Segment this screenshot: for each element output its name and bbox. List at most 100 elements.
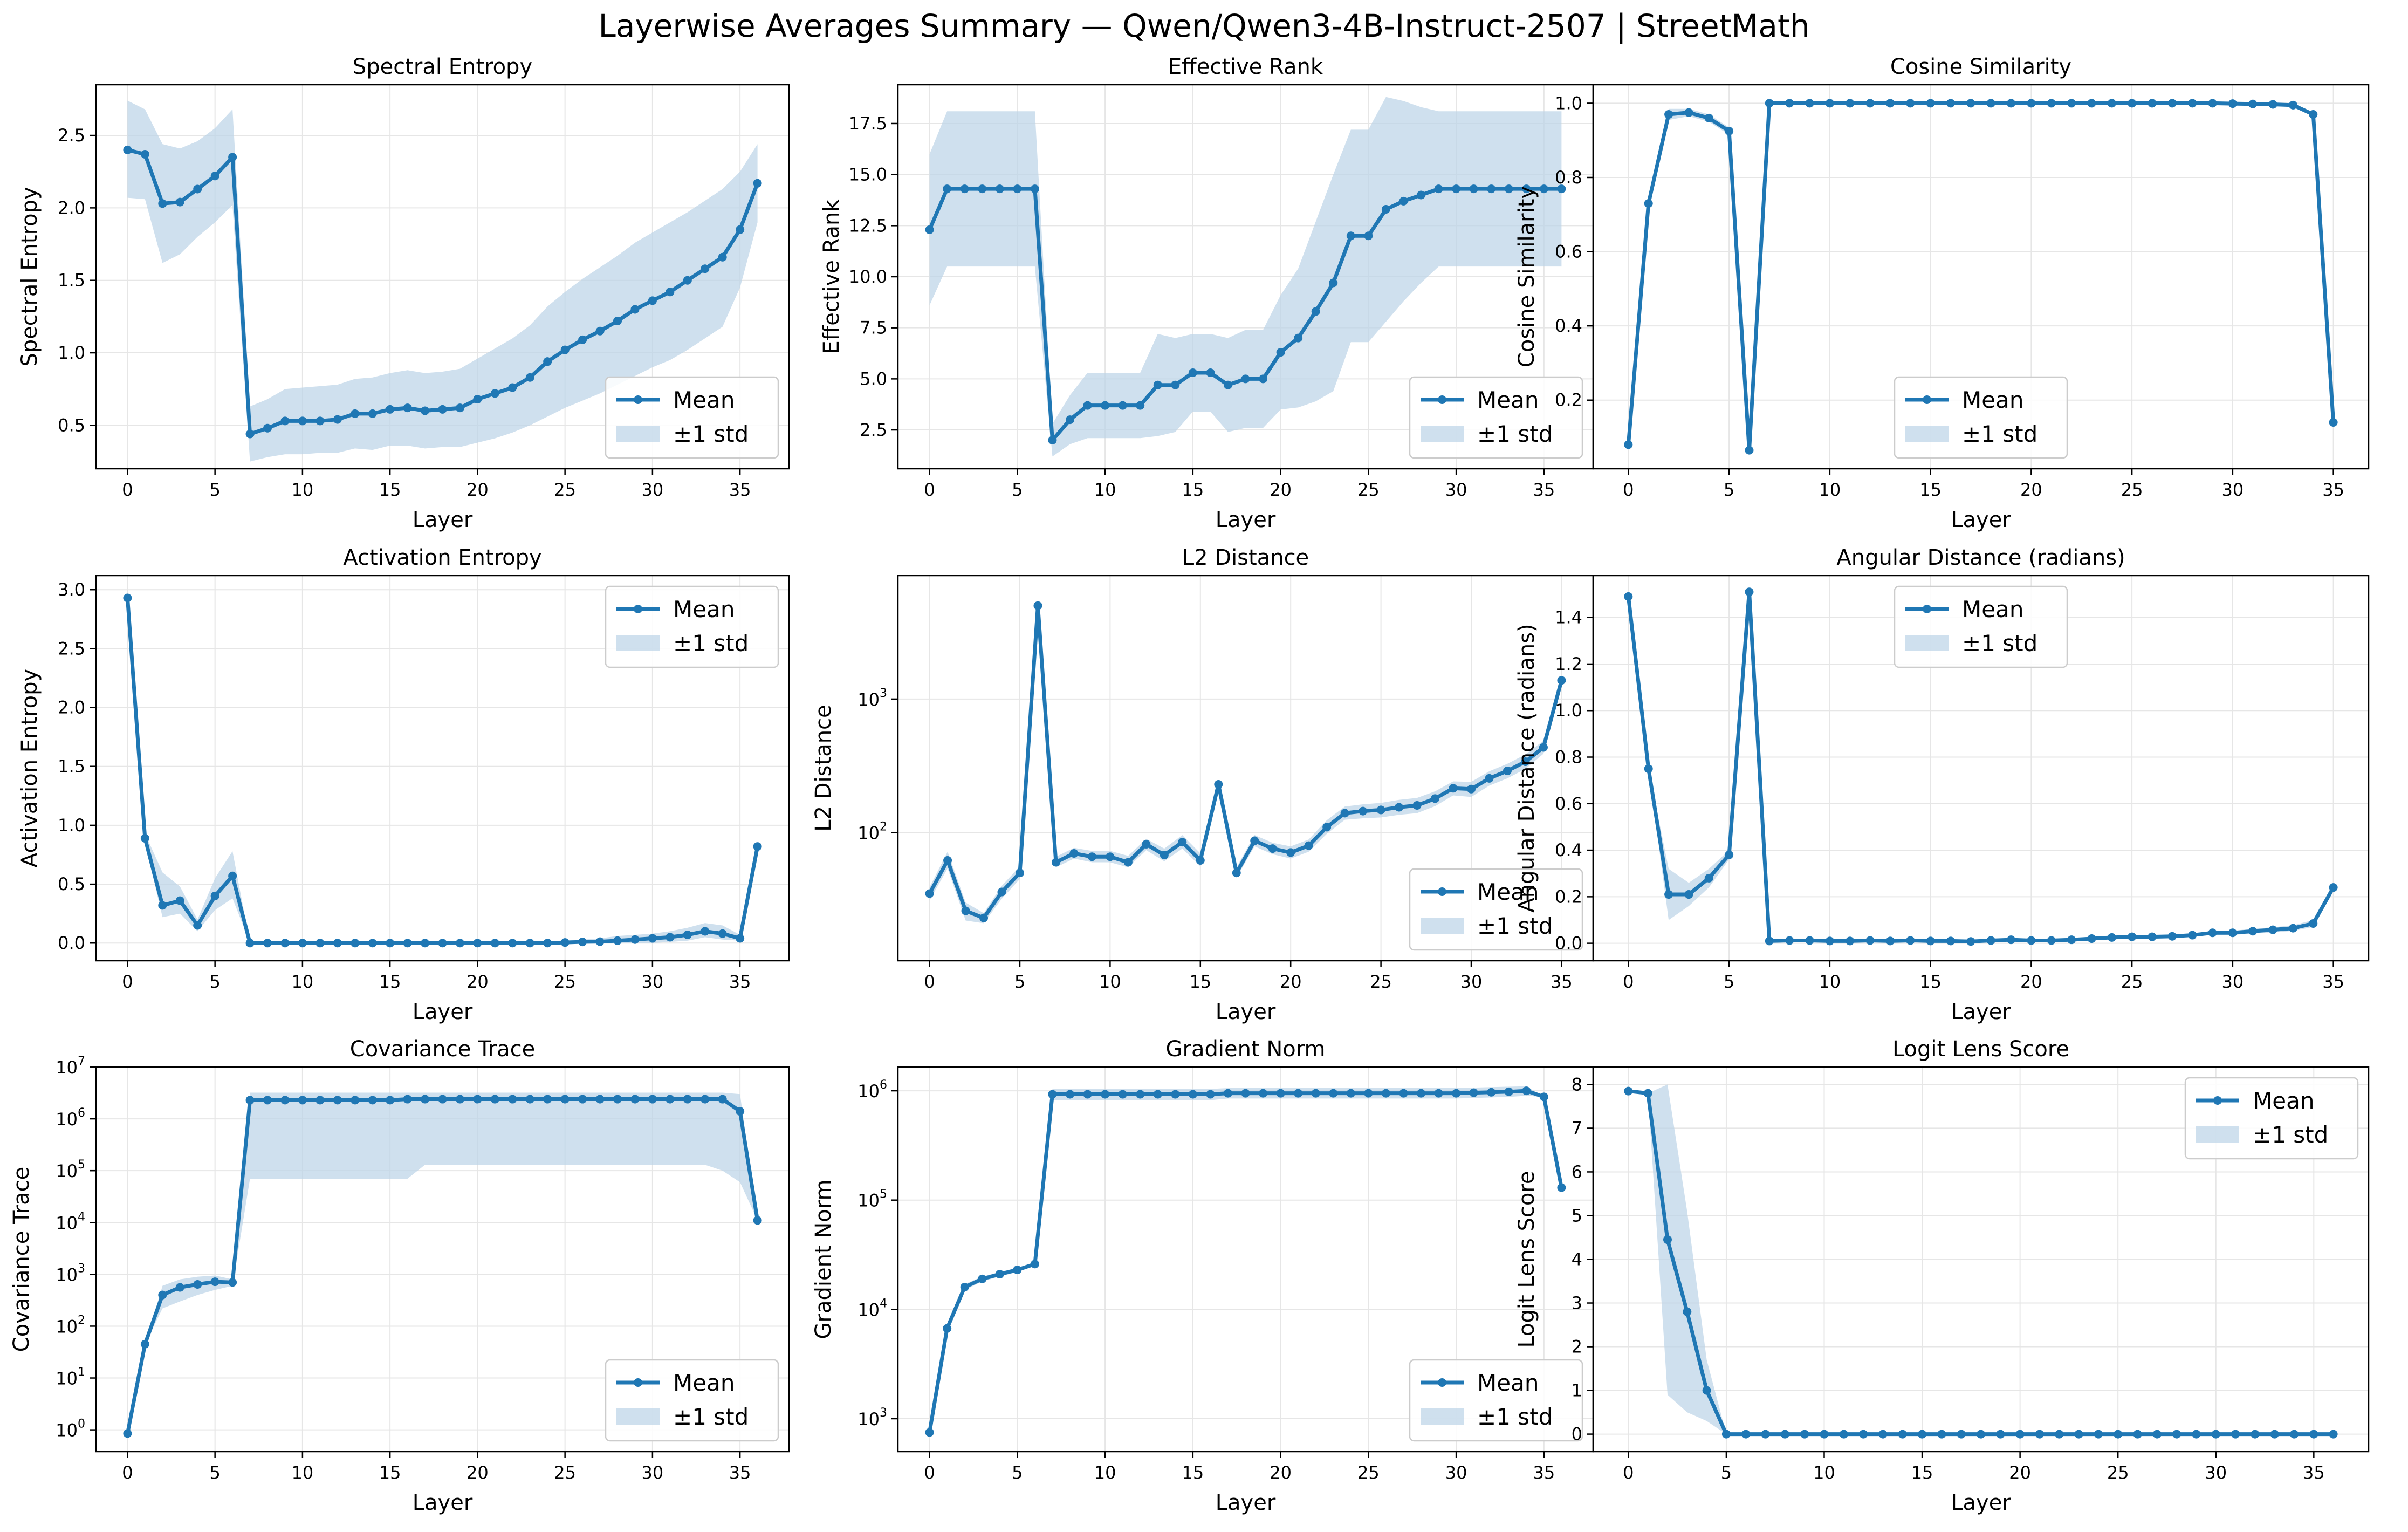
data-point	[1048, 435, 1057, 444]
data-point	[525, 939, 534, 948]
data-point	[1467, 784, 1476, 794]
y-tick-label: 3.0	[58, 579, 85, 600]
data-point	[403, 403, 412, 413]
x-tick-label: 15	[1189, 972, 1211, 992]
data-point	[1487, 184, 1496, 194]
data-point	[333, 939, 342, 948]
legend-std-swatch	[1905, 635, 1949, 651]
x-axis-label: Layer	[1216, 1490, 1276, 1515]
legend-label-mean: Mean	[673, 1370, 735, 1396]
y-tick-label: 1.0	[58, 815, 85, 836]
data-point	[473, 395, 482, 404]
y-tick-label: 5	[1572, 1205, 1582, 1226]
data-point	[210, 891, 219, 900]
data-point	[595, 326, 605, 336]
data-point	[2231, 1430, 2240, 1439]
data-point	[2268, 925, 2277, 934]
legend: Mean ±1 std	[1894, 376, 2068, 459]
y-tick-label: 2.0	[58, 697, 85, 718]
x-tick-label: 5	[1724, 480, 1734, 500]
data-point	[1452, 1089, 1461, 1098]
data-point	[1188, 1090, 1197, 1099]
data-point	[1745, 446, 1754, 455]
x-tick-label: 20	[1270, 480, 1292, 500]
data-point	[543, 357, 552, 366]
data-point	[210, 1277, 219, 1287]
data-point	[1644, 199, 1653, 208]
data-point	[403, 1095, 412, 1104]
y-tick-label: 0.0	[1555, 933, 1582, 954]
data-point	[1522, 184, 1531, 194]
data-point	[1765, 936, 1774, 946]
data-point	[455, 939, 464, 948]
data-point	[1800, 1430, 1809, 1439]
data-point	[1721, 1430, 1731, 1439]
y-tick-label: 0.0	[58, 933, 85, 953]
y-tick-label: 106	[857, 1078, 887, 1102]
legend-std-swatch	[616, 1408, 660, 1425]
x-tick-label: 25	[2121, 480, 2143, 500]
data-point	[263, 1096, 272, 1105]
data-point	[245, 429, 255, 439]
legend-mean-marker	[634, 1378, 642, 1387]
chart-title: Gradient Norm	[1166, 1037, 1326, 1062]
data-point	[1859, 1430, 1868, 1439]
legend-mean-marker	[2213, 1096, 2222, 1105]
data-point	[995, 1270, 1004, 1279]
data-point	[1206, 1090, 1215, 1099]
data-point	[1704, 873, 1713, 883]
data-point	[2087, 934, 2096, 943]
data-point	[2228, 99, 2237, 108]
data-point	[228, 871, 237, 880]
y-tick-label: 0.6	[1555, 242, 1582, 262]
legend-std-swatch	[1421, 918, 1464, 934]
data-point	[666, 933, 675, 942]
data-point	[1395, 803, 1404, 812]
data-point	[648, 1095, 657, 1104]
data-point	[1399, 1089, 1408, 1098]
y-tick-label: 1.5	[58, 270, 85, 291]
data-point	[560, 938, 570, 947]
x-tick-label: 10	[1094, 480, 1116, 500]
data-point	[1083, 1090, 1092, 1099]
data-point	[193, 1280, 202, 1289]
data-point	[1761, 1430, 1770, 1439]
data-point	[1171, 380, 1180, 389]
data-point	[2128, 932, 2137, 941]
y-axis-label: Spectral Entropy	[17, 187, 42, 366]
data-point	[315, 416, 325, 426]
data-point	[2309, 919, 2318, 928]
y-axis-label: Activation Entropy	[17, 669, 42, 867]
data-point	[1805, 99, 1814, 108]
data-point	[508, 383, 517, 392]
x-axis-label: Layer	[413, 1000, 473, 1024]
data-point	[997, 887, 1006, 897]
data-point	[525, 373, 534, 382]
data-point	[386, 1096, 395, 1105]
y-tick-label: 0.8	[1555, 167, 1582, 188]
data-point	[960, 1282, 969, 1291]
x-tick-label: 35	[2303, 1462, 2325, 1483]
data-point	[578, 335, 587, 344]
data-point	[1986, 99, 1995, 108]
chart-title: Spectral Entropy	[353, 54, 532, 79]
data-point	[1725, 126, 1734, 135]
x-tick-label: 20	[2009, 1462, 2031, 1483]
data-point	[1101, 1090, 1110, 1099]
data-point	[943, 856, 952, 865]
legend: Mean ±1 std	[1894, 585, 2068, 668]
data-point	[403, 939, 412, 948]
data-point	[368, 409, 377, 418]
data-point	[1865, 99, 1875, 108]
chart-title: Activation Entropy	[343, 545, 541, 570]
data-point	[1259, 374, 1268, 384]
y-tick-label: 106	[56, 1106, 85, 1130]
y-tick-label: 101	[56, 1366, 85, 1389]
data-point	[158, 901, 167, 910]
data-point	[280, 416, 290, 426]
legend-std-swatch	[616, 635, 660, 651]
data-point	[1322, 823, 1332, 832]
data-point	[613, 936, 622, 945]
data-point	[1013, 184, 1022, 194]
